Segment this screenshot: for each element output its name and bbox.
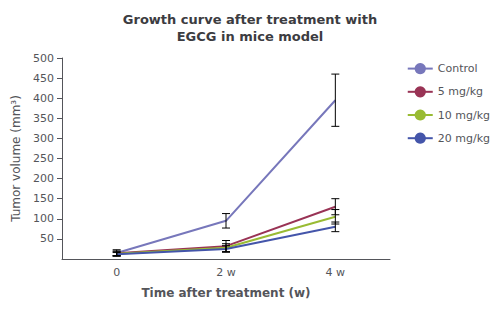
svg-text:4 w: 4 w [326,266,346,279]
svg-text:100: 100 [33,212,54,225]
svg-text:450: 450 [33,72,54,85]
svg-text:200: 200 [33,172,54,185]
svg-text:EGCG in mice model: EGCG in mice model [177,29,324,44]
svg-text:500: 500 [33,52,54,65]
svg-text:Control: Control [438,62,478,75]
svg-text:20 mg/kg: 20 mg/kg [438,132,490,145]
svg-text:Time after treatment (w): Time after treatment (w) [141,286,310,300]
svg-text:Growth curve after treatment w: Growth curve after treatment with [123,12,377,27]
svg-text:5 mg/kg: 5 mg/kg [438,85,483,98]
svg-text:Tumor volume (mm³): Tumor volume (mm³) [9,95,23,223]
svg-text:2 w: 2 w [216,266,236,279]
svg-text:10 mg/kg: 10 mg/kg [438,109,490,122]
svg-text:250: 250 [33,152,54,165]
svg-text:300: 300 [33,132,54,145]
svg-text:0: 0 [113,266,120,279]
svg-text:350: 350 [33,112,54,125]
svg-text:150: 150 [33,192,54,205]
svg-text:50: 50 [40,232,54,245]
svg-text:400: 400 [33,92,54,105]
